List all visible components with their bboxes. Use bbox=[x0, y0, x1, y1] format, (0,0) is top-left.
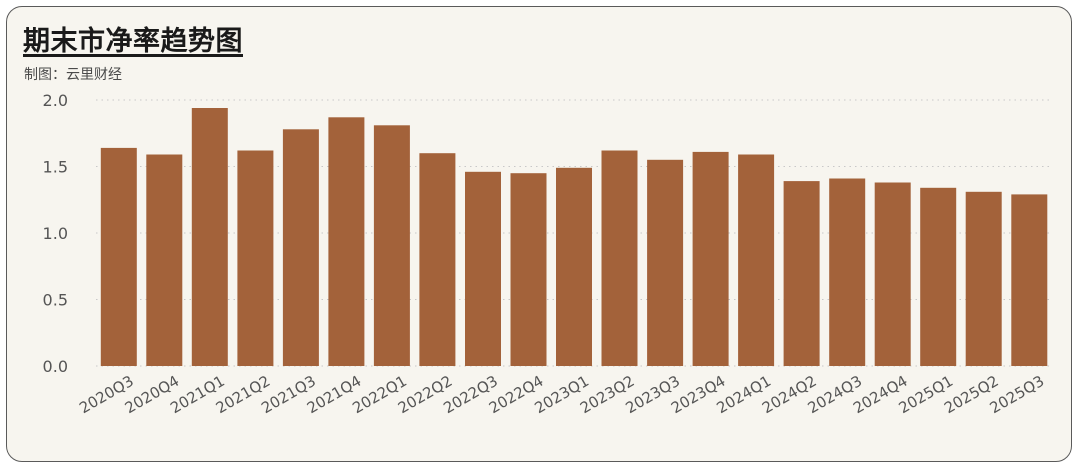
y-axis: 0.0 0.5 1.0 1.5 2.0 bbox=[43, 91, 68, 376]
bar-2021Q2 bbox=[237, 150, 274, 366]
bar-2025Q2 bbox=[965, 191, 1002, 366]
bar-2021Q1 bbox=[191, 108, 228, 366]
y-tick-label: 0.5 bbox=[43, 291, 68, 310]
bar-2021Q3 bbox=[282, 129, 319, 366]
bar-2020Q4 bbox=[146, 154, 183, 366]
bar-2021Q4 bbox=[328, 117, 365, 366]
bar-2024Q4 bbox=[874, 182, 911, 366]
bars bbox=[100, 108, 1048, 366]
bar-2024Q3 bbox=[829, 178, 866, 366]
bar-2022Q4 bbox=[510, 173, 547, 366]
x-axis: 2020Q32020Q42021Q12021Q22021Q32021Q42022… bbox=[76, 372, 1047, 417]
bar-2020Q3 bbox=[100, 147, 137, 366]
chart-title: 期末市净率趋势图 bbox=[23, 26, 243, 57]
bar-2025Q1 bbox=[920, 187, 957, 366]
bar-2023Q4 bbox=[692, 151, 729, 366]
bar-2023Q3 bbox=[647, 159, 684, 366]
chart-subtitle: 制图：云里财经 bbox=[24, 67, 122, 83]
y-tick-label: 1.5 bbox=[43, 158, 68, 177]
bar-2024Q2 bbox=[783, 181, 820, 366]
bar-2025Q3 bbox=[1011, 194, 1048, 366]
bar-2023Q2 bbox=[601, 150, 638, 366]
bar-2023Q1 bbox=[556, 167, 592, 366]
y-tick-label: 0.0 bbox=[43, 357, 68, 376]
bar-2022Q1 bbox=[373, 125, 410, 366]
bar-2024Q1 bbox=[738, 154, 775, 366]
bar-2022Q3 bbox=[465, 171, 501, 366]
y-tick-label: 2.0 bbox=[43, 91, 68, 110]
y-tick-label: 1.0 bbox=[43, 224, 68, 243]
bar-2022Q2 bbox=[419, 153, 456, 366]
